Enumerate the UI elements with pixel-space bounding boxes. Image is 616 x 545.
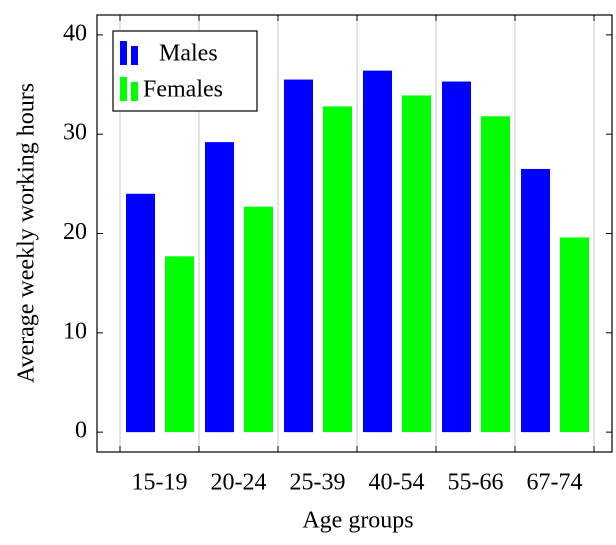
x-tick-label: 15-19 (132, 470, 188, 496)
x-tick-label: 55-66 (448, 470, 504, 496)
bar (521, 168, 550, 433)
bar (284, 79, 313, 433)
y-tick-label: 30 (63, 120, 87, 146)
legend-swatch (131, 82, 138, 101)
x-tick-label: 40-54 (369, 470, 425, 496)
bar (244, 206, 273, 433)
x-axis-label: Age groups (302, 508, 413, 534)
bar (442, 81, 471, 433)
x-tick-label: 20-24 (211, 470, 267, 496)
legend-swatch (131, 46, 138, 65)
y-tick-label: 40 (63, 20, 87, 46)
y-tick-label: 10 (63, 318, 87, 344)
bar (481, 116, 510, 433)
y-tick-label: 0 (75, 418, 87, 444)
bar (165, 256, 194, 433)
plot-frame (96, 14, 613, 453)
legend-swatch (120, 77, 127, 101)
bar (560, 237, 589, 433)
x-tick-label: 25-39 (290, 470, 346, 496)
y-tick-label: 20 (63, 219, 87, 245)
legend-label: Males (159, 41, 218, 67)
bar (323, 106, 352, 433)
legend-swatch (120, 41, 127, 65)
x-tick-label: 67-74 (527, 470, 583, 496)
bar (126, 193, 155, 433)
bar (363, 70, 392, 433)
bar (402, 95, 431, 433)
y-axis-label: Average weekly working hours (14, 83, 40, 383)
bar (205, 142, 234, 433)
legend-label: Females (143, 77, 223, 103)
